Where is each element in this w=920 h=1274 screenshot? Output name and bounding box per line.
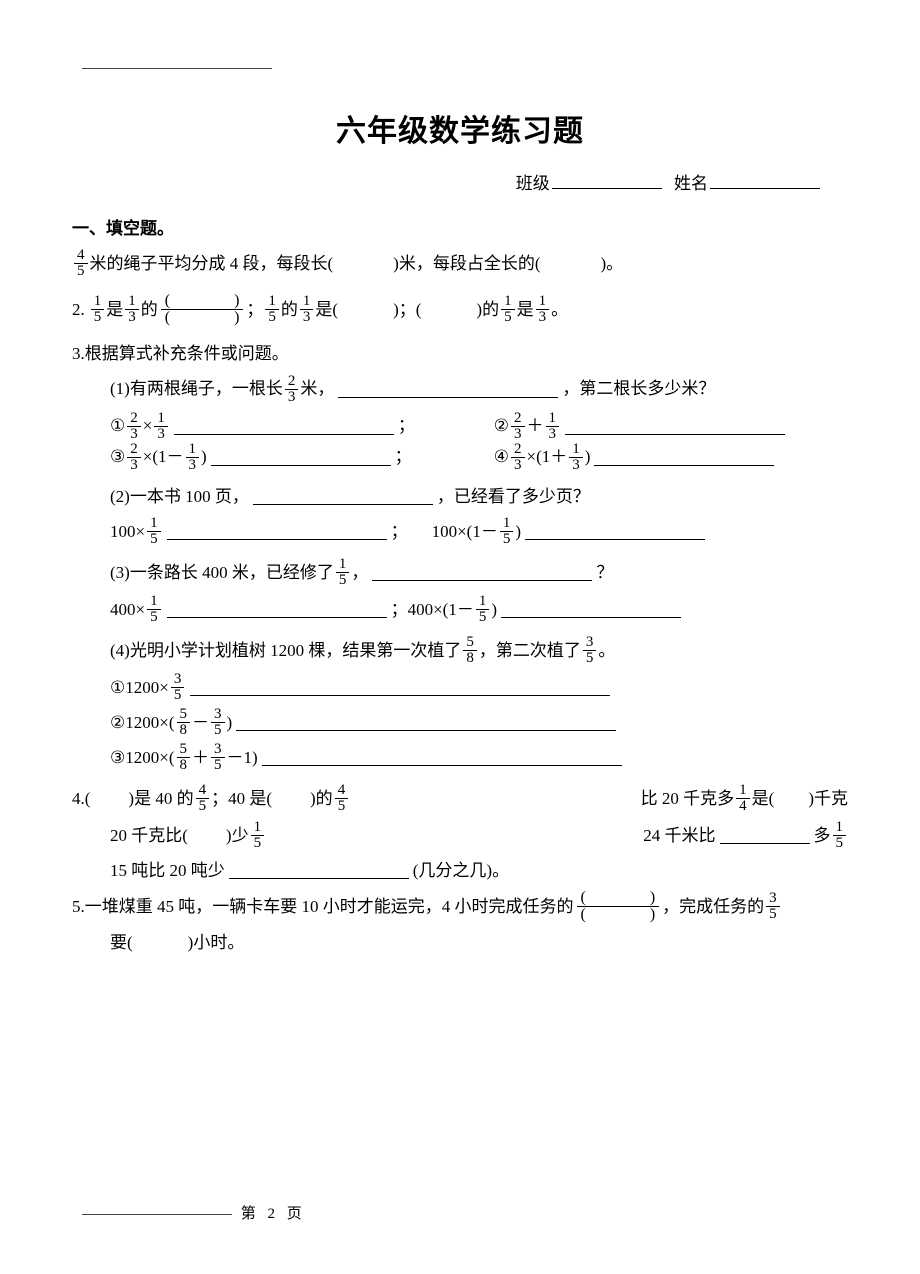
q2-lead: 2.: [72, 296, 85, 323]
section-1-title: 一、填空题。: [72, 215, 848, 242]
q3-4-opt1: ①1200× 35: [72, 672, 848, 703]
q2-blank-frac[interactable]: ( ) ( ): [161, 293, 244, 326]
q3-2-opts: 100× 15 ； 100×(1－ 15 ): [72, 516, 848, 547]
class-label: 班级: [516, 174, 550, 193]
q3-1-blank[interactable]: [338, 380, 558, 398]
q3-4-opt2: ②1200×( 58 － 35 ): [72, 707, 848, 738]
q1-t3: )。: [601, 250, 624, 277]
q5-line2: 要( )小时。: [72, 929, 848, 956]
q3-3-opts: 400× 15 ； 400×(1－ 15 ): [72, 594, 848, 625]
q1-t1: 米的绳子平均分成 4 段，每段长(: [90, 250, 334, 277]
q1-t2: )米，每段占全长的(: [393, 250, 540, 277]
page-title: 六年级数学练习题: [72, 108, 848, 156]
q2: 2. 15 是 13 的 ( ) ( ) ； 15 的 13 是( )；( )的…: [72, 293, 848, 326]
class-blank[interactable]: [552, 171, 662, 189]
q3-lead: 3.根据算式补充条件或问题。: [72, 340, 848, 367]
top-rule: [82, 68, 272, 69]
q3-4-opt3: ③1200×( 58 ＋ 35 －1): [72, 742, 848, 773]
q3-2: (2)一本书 100 页， ，已经看了多少页？: [72, 483, 848, 510]
q3-1-row1: ① 23 × 13 ； ② 23 ＋ 13: [72, 411, 848, 442]
q4-line2: 20 千克比( )少 15 24 千米比 多 15: [72, 820, 848, 851]
q4-line1: 4.( )是 40 的 45 ；40 是( )的 45 比 20 千克多 14 …: [72, 783, 848, 814]
q5-line1: 5.一堆煤重 45 吨，一辆卡车要 10 小时才能运完，4 小时完成任务的 ( …: [72, 890, 848, 923]
q3-4: (4)光明小学计划植树 1200 棵，结果第一次植了 58 ，第二次植了 35 …: [72, 635, 848, 666]
q4-line3: 15 吨比 20 吨少 (几分之几)。: [72, 857, 848, 884]
worksheet-page: 六年级数学练习题 班级 姓名 一、填空题。 4 5 米的绳子平均分成 4 段，每…: [0, 0, 920, 1274]
q3-1-row2: ③ 23 ×(1－ 13 ) ； ④ 23 ×(1＋ 13 ): [72, 442, 848, 473]
q3-3: (3)一条路长 400 米，已经修了 15 ， ？: [72, 557, 848, 588]
q1-frac: 4 5: [74, 248, 88, 279]
meta-line: 班级 姓名: [72, 170, 848, 197]
name-label: 姓名: [674, 174, 708, 193]
name-blank[interactable]: [710, 171, 820, 189]
q1: 4 5 米的绳子平均分成 4 段，每段长( )米，每段占全长的( )。: [72, 248, 848, 279]
page-footer: 第 2 页: [82, 1202, 303, 1226]
q3-1: (1)有两根绳子，一根长 23 米， ，第二根长多少米？: [72, 374, 848, 405]
